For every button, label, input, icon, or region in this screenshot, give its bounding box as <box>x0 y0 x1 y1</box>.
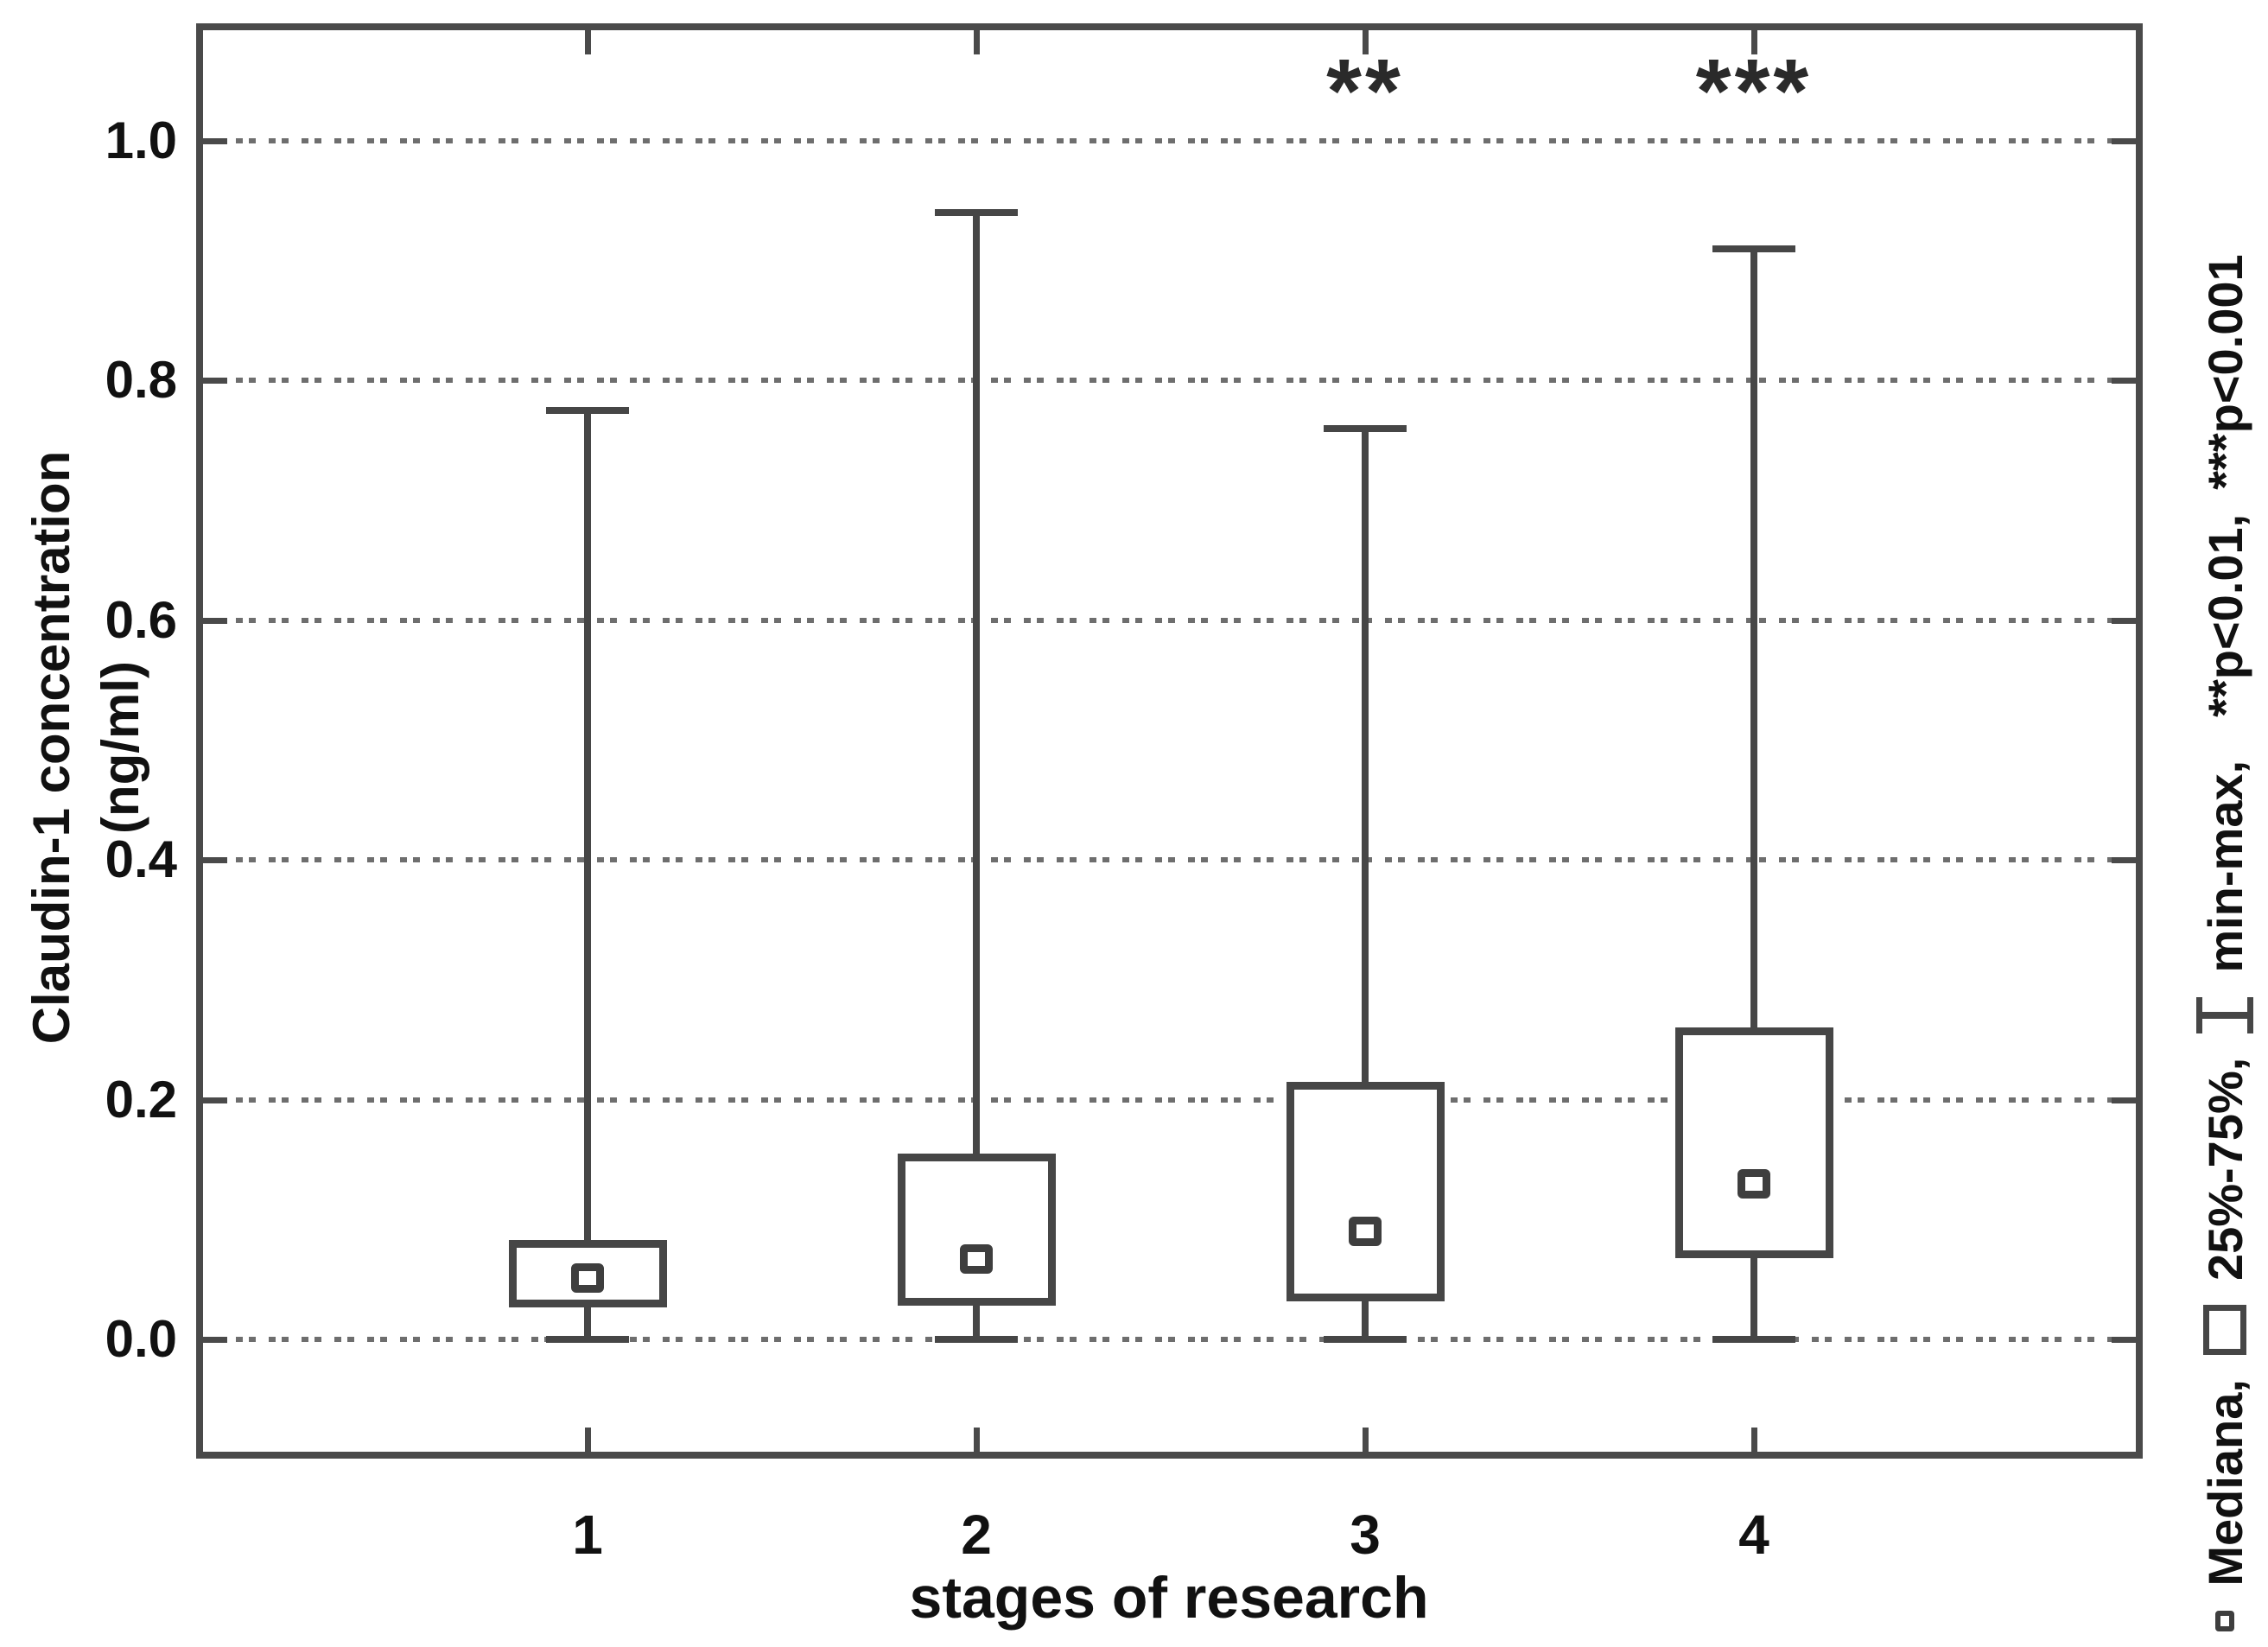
gridline-0.8 <box>203 378 2136 384</box>
y-tick-left <box>203 857 227 864</box>
x-tick-top <box>1751 30 1757 54</box>
whisker-cap-min-stage-4 <box>1712 1336 1795 1343</box>
x-tick-top <box>1363 30 1369 54</box>
y-tick-right <box>2112 617 2136 624</box>
x-tick-bottom <box>1751 1428 1757 1452</box>
y-tick-label: 0.2 <box>105 1070 177 1129</box>
x-tick-bottom <box>974 1428 980 1452</box>
x-tick-label: 4 <box>1738 1504 1769 1566</box>
y-axis-title: Claudin-1 concentration (ng/ml) <box>22 450 149 1045</box>
gridline-1.0 <box>203 138 2136 143</box>
iqr-box-stage-3 <box>1286 1081 1445 1301</box>
x-tick-label: 1 <box>572 1504 603 1566</box>
y-tick-label: 0.8 <box>105 351 177 410</box>
median-marker-stage-3 <box>1349 1217 1382 1247</box>
iqr-box-stage-2 <box>897 1154 1056 1307</box>
x-tick-bottom <box>1363 1428 1369 1452</box>
y-tick-left <box>203 617 227 624</box>
iqr-box-icon <box>2203 1305 2246 1356</box>
gridline-0.4 <box>203 857 2136 863</box>
y-tick-left <box>203 1337 227 1343</box>
x-tick-top <box>974 30 980 54</box>
iqr-box-stage-1 <box>508 1239 667 1307</box>
whisker-line-stage-3 <box>1362 428 1369 1339</box>
legend: Mediana, 25%-75%, min-max, **p<0.01, ***… <box>2185 251 2265 1634</box>
x-tick-label: 3 <box>1350 1504 1381 1566</box>
whisker-cap-max-stage-2 <box>935 209 1018 217</box>
whisker-cap-max-stage-1 <box>546 407 629 415</box>
y-tick-right <box>2112 1337 2136 1343</box>
y-tick-right <box>2112 138 2136 144</box>
y-tick-left <box>203 1097 227 1103</box>
legend-label-iqr: 25%-75%, <box>2197 1057 2252 1281</box>
whisker-line-stage-2 <box>973 213 980 1339</box>
x-axis-title: stages of research <box>909 1565 1429 1631</box>
y-tick-label: 0.0 <box>105 1310 177 1368</box>
y-tick-left <box>203 138 227 144</box>
y-tick-right <box>2112 378 2136 385</box>
gridline-0.2 <box>203 1097 2136 1103</box>
y-tick-left <box>203 378 227 385</box>
significance-stage-3: ** <box>1326 41 1404 142</box>
y-tick-label: 1.0 <box>105 111 177 169</box>
x-tick-bottom <box>585 1428 591 1452</box>
y-tick-label: 0.6 <box>105 590 177 649</box>
median-marker-icon <box>2215 1610 2234 1631</box>
legend-label-minmax: min-max, <box>2197 760 2252 973</box>
x-tick-label: 2 <box>961 1504 992 1566</box>
whisker-cap-min-stage-2 <box>935 1336 1018 1343</box>
whisker-line-stage-4 <box>1750 248 1757 1339</box>
gridline-0.0 <box>203 1337 2136 1342</box>
y-tick-label: 0.4 <box>105 830 177 889</box>
significance-stage-4: *** <box>1695 41 1813 142</box>
whisker-cap-max-stage-4 <box>1712 245 1795 252</box>
gridline-0.6 <box>203 617 2136 623</box>
legend-label-p001: ***p<0.001 <box>2197 254 2252 490</box>
whisker-cap-min-stage-1 <box>546 1336 629 1343</box>
median-marker-stage-2 <box>960 1244 993 1275</box>
y-tick-right <box>2112 1097 2136 1103</box>
legend-label-p01: **p<0.01, <box>2197 513 2252 717</box>
median-marker-stage-4 <box>1738 1168 1770 1199</box>
legend-label-mediana: Mediana, <box>2197 1379 2252 1587</box>
whisker-cap-max-stage-3 <box>1324 424 1407 432</box>
x-tick-top <box>585 30 591 54</box>
y-tick-right <box>2112 857 2136 864</box>
whisker-line-stage-1 <box>584 410 591 1339</box>
whisker-cap-min-stage-3 <box>1324 1336 1407 1343</box>
plot-area: ** *** <box>196 23 2143 1459</box>
iqr-box-stage-4 <box>1674 1027 1833 1258</box>
median-marker-stage-1 <box>571 1263 604 1294</box>
minmax-whisker-icon <box>2196 996 2253 1033</box>
